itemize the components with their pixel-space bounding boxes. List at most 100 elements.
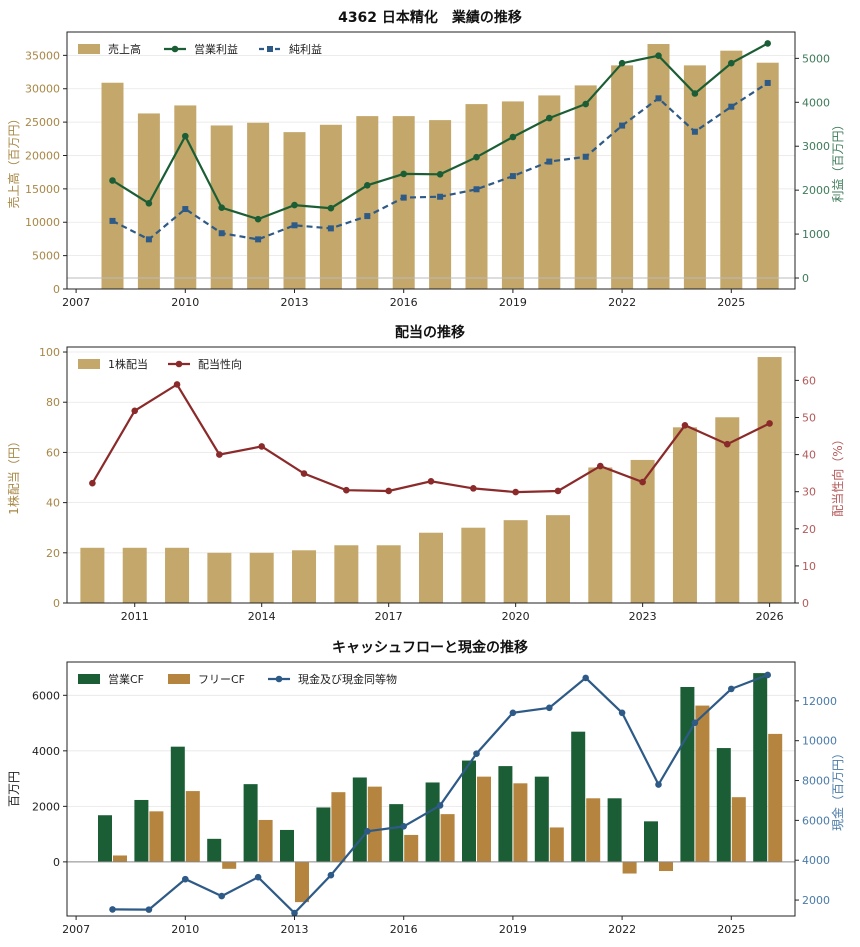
point-営業利益-2016 [400,170,408,178]
x-tick-label: 2019 [499,923,527,936]
bar-フリーCF-2026 [768,733,783,862]
x-tick-label: 2022 [608,923,636,936]
x-tick-label: 2019 [499,296,527,309]
legend-swatch [78,359,100,369]
y-tick-label: 60 [46,446,60,459]
y2-tick-label: 10 [802,560,816,573]
x-tick-label: 2013 [281,923,309,936]
chart-panel-1: 4362 日本精化 業績の推移0500010000150002000025000… [6,9,845,309]
point-営業利益-2018 [473,153,480,161]
x-tick-label: 2007 [62,923,90,936]
legend-swatch [78,44,100,54]
bar-営業CF-2008 [98,815,112,862]
bar-フリーCF-2022 [622,861,637,874]
chart-title: 配当の推移 [395,324,465,341]
point-営業利益-2015 [364,182,371,189]
point-純利益-2015 [364,213,371,220]
bar-営業CF-2026 [753,673,768,862]
y2-tick-label: 4000 [802,96,830,109]
bar-フリーCF-2014 [331,792,346,862]
point-純利益-2023 [655,95,662,102]
y-tick-label: 40 [46,497,60,510]
bar-1株配当-2025 [715,417,740,603]
point-営業利益-2013 [291,201,298,209]
point-純利益-2012 [255,236,262,243]
x-tick-label: 2007 [62,296,90,309]
point-配当性向-2015 [300,470,308,477]
bar-フリーCF-2008 [113,855,127,862]
bar-1株配当-2016 [334,545,359,603]
y-tick-label: 100 [39,346,60,359]
point-純利益-2008 [109,217,116,224]
bar-営業CF-2011 [207,838,222,862]
y-axis-label: 1株配当（円） [6,435,21,515]
legend-marker [275,675,283,683]
point-純利益-2017 [437,193,444,200]
point-現金及び現金同等物-2011 [218,892,225,900]
point-現金及び現金同等物-2013 [291,909,298,917]
y-tick-label: 0 [53,283,60,296]
point-営業利益-2024 [691,90,699,97]
x-tick-label: 2017 [375,610,403,623]
point-純利益-2022 [619,122,626,129]
point-純利益-2016 [400,194,407,201]
legend-marker [175,360,183,368]
point-営業利益-2025 [728,59,735,67]
point-純利益-2019 [509,173,516,180]
bar-1株配当-2013 [207,552,232,603]
point-営業利益-2026 [764,40,771,47]
line-現金及び現金同等物 [112,673,769,915]
bar-フリーCF-2010 [185,791,200,862]
bar-営業CF-2023 [644,821,658,862]
point-配当性向-2016 [343,486,350,494]
point-配当性向-2026 [766,420,773,427]
bar-売上高-2021 [574,85,597,290]
legend-swatch [168,674,190,684]
bar-フリーCF-2021 [586,798,601,862]
point-現金及び現金同等物-2015 [364,828,371,835]
point-配当性向-2013 [216,451,223,458]
point-営業利益-2010 [182,132,189,140]
y-tick-label: 0 [53,597,60,610]
bar-1株配当-2022 [588,467,613,603]
bar-営業CF-2015 [352,777,367,862]
point-純利益-2014 [327,225,334,232]
point-純利益-2013 [291,222,298,229]
y2-tick-label: 2000 [802,894,830,907]
point-純利益-2018 [473,186,480,193]
point-現金及び現金同等物-2017 [436,802,444,809]
point-現金及び現金同等物-2014 [327,871,335,879]
bar-フリーCF-2012 [258,819,273,862]
legend-label: 1株配当 [108,357,148,371]
y-tick-label: 20000 [25,149,60,162]
bar-営業CF-2017 [425,782,440,862]
point-配当性向-2020 [512,488,519,496]
point-配当性向-2017 [385,487,392,495]
legend-label: 純利益 [289,42,322,56]
point-現金及び現金同等物-2024 [691,719,699,727]
y2-tick-label: 8000 [802,775,830,788]
bar-売上高-2008 [101,82,124,289]
plot-frame [66,31,796,290]
point-営業利益-2021 [582,100,589,108]
bar-営業CF-2025 [716,748,731,862]
bar-売上高-2024 [683,65,706,290]
point-純利益-2026 [764,79,771,86]
y2-tick-label: 30 [802,486,816,499]
point-営業利益-2009 [145,200,153,207]
y-tick-label: 20 [46,547,60,560]
point-営業利益-2022 [618,59,626,67]
bar-1株配当-2021 [545,515,570,603]
point-現金及び現金同等物-2016 [400,823,408,830]
bar-売上高-2022 [611,65,634,290]
point-純利益-2025 [728,103,735,110]
bar-売上高-2018 [465,104,488,289]
y-tick-label: 0 [53,856,60,869]
bar-売上高-2012 [247,122,270,289]
point-現金及び現金同等物-2018 [473,750,480,757]
bar-営業CF-2016 [389,804,404,862]
chart-panel-2: 配当の推移 0 20 40 60 80 100 0 10 20 30 40 50 60 2011 2014 20… [6,324,845,623]
point-配当性向-2010 [89,479,96,487]
y2-tick-label: 60 [802,374,816,387]
